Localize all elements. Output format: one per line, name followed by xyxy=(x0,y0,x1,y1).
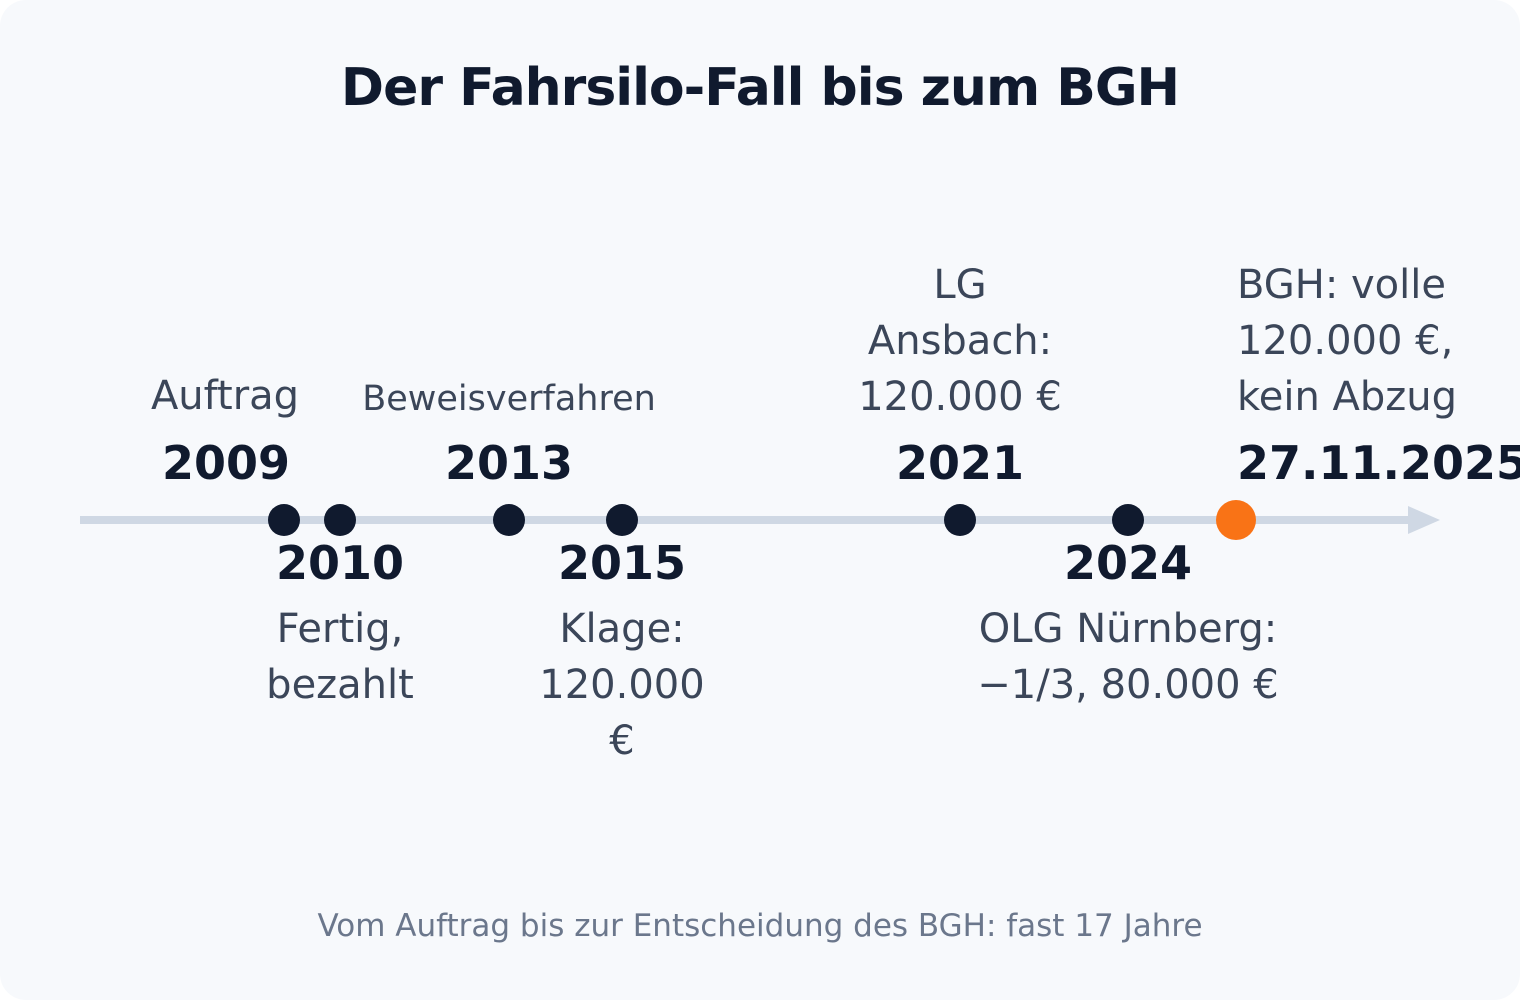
event-year-bgh: 27.11.2025 xyxy=(1237,436,1520,490)
event-year-2015: 2015 xyxy=(557,536,687,590)
event-year-2009: 2009 xyxy=(161,436,291,490)
event-label-2013: Beweisverfahren xyxy=(362,379,656,419)
event-dot-2021 xyxy=(944,504,976,536)
event-label-2024: OLG Nürnberg: −1/3, 80.000 € xyxy=(977,606,1279,708)
event-dot-2009 xyxy=(268,504,300,536)
event-year-2021: 2021 xyxy=(895,436,1025,490)
event-year-2010: 2010 xyxy=(275,536,405,590)
event-label-bgh: BGH: volle 120.000 €, kein Abzug xyxy=(1237,262,1458,420)
event-label-2009: Auftrag xyxy=(150,373,300,419)
event-dot-2013 xyxy=(493,504,525,536)
event-dot-2015 xyxy=(606,504,638,536)
event-dot-2024 xyxy=(1112,504,1144,536)
event-label-2010: Fertig, bezahlt xyxy=(266,606,414,708)
event-label-2021: LG Ansbach: 120.000 € xyxy=(858,262,1062,420)
event-year-2013: 2013 xyxy=(444,436,574,490)
event-dot-bgh xyxy=(1216,500,1256,540)
event-year-2024: 2024 xyxy=(1063,536,1193,590)
footer-note: Vom Auftrag bis zur Entscheidung des BGH… xyxy=(317,908,1203,944)
event-dot-2010 xyxy=(324,504,356,536)
page-title: Der Fahrsilo-Fall bis zum BGH xyxy=(340,58,1180,118)
timeline-arrowhead xyxy=(1408,506,1440,534)
event-label-2015: Klage: 120.000 € xyxy=(539,606,705,764)
